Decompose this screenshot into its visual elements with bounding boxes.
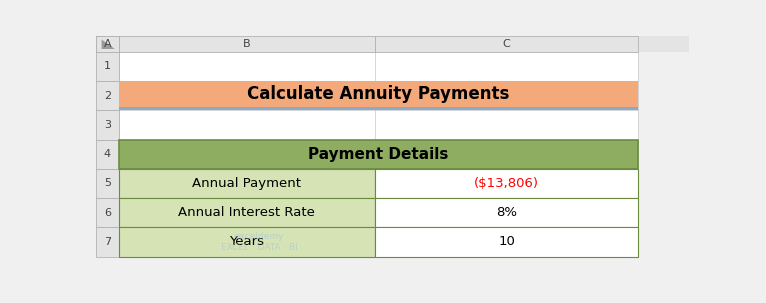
Bar [375,198,638,227]
Text: C: C [502,39,510,49]
Text: 1: 1 [104,62,111,72]
Text: Annual Interest Rate: Annual Interest Rate [178,206,316,219]
Bar [96,36,689,52]
Bar [119,107,638,110]
Bar [375,36,638,52]
Bar [119,169,375,198]
Bar [96,198,119,227]
Bar [96,169,119,198]
Bar [96,52,119,257]
Bar [375,169,638,198]
Bar [96,81,119,110]
Text: 3: 3 [104,120,111,130]
Text: Calculate Annuity Payments: Calculate Annuity Payments [247,85,510,103]
Bar [119,227,375,257]
Text: 4: 4 [104,149,111,159]
Text: ($13,806): ($13,806) [474,177,539,190]
Text: Years: Years [229,235,264,248]
Text: 7: 7 [104,237,111,247]
Text: 2: 2 [104,91,111,101]
Bar [96,36,119,52]
Polygon shape [102,39,115,49]
Bar [96,52,119,81]
Bar [375,227,638,257]
Text: 8%: 8% [496,206,517,219]
Bar [119,52,638,257]
Bar [119,140,638,169]
Bar [119,36,375,52]
Bar [96,36,119,52]
Text: exceldemy
EXCEL · DATA · BI: exceldemy EXCEL · DATA · BI [221,232,298,252]
Text: 6: 6 [104,208,111,218]
Bar [119,198,375,227]
Bar [96,227,119,257]
Bar [96,140,119,169]
Bar [96,110,119,140]
Text: A: A [103,39,111,49]
Text: Payment Details: Payment Details [309,147,449,162]
Text: Annual Payment: Annual Payment [192,177,301,190]
Text: 5: 5 [104,178,111,188]
Text: 10: 10 [498,235,515,248]
Bar [119,81,638,110]
Text: B: B [243,39,250,49]
